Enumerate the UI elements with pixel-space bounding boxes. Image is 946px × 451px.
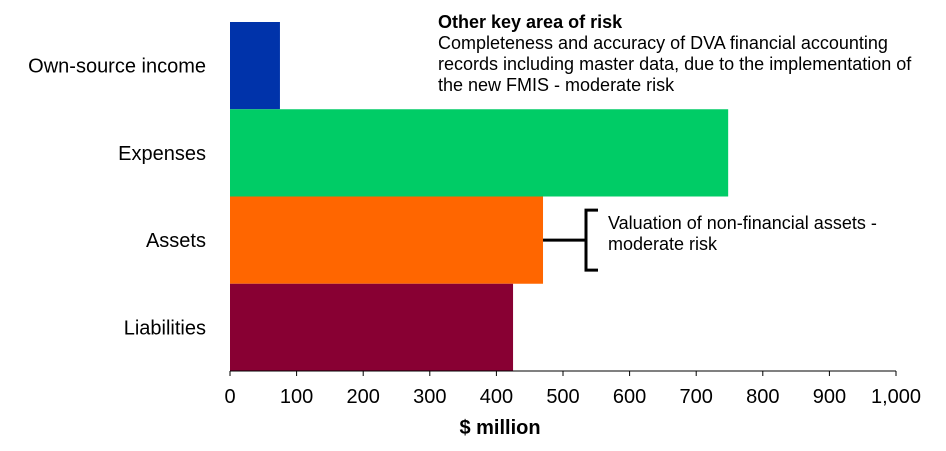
- x-tick-label: 900: [813, 386, 846, 408]
- category-label-expenses: Expenses: [118, 143, 206, 165]
- x-tick-label: 700: [680, 386, 713, 408]
- assets-bracket-path: [543, 208, 598, 272]
- x-tick-label: 1,000: [871, 386, 921, 408]
- category-label-liabilities: Liabilities: [124, 317, 206, 339]
- category-label-assets: Assets: [146, 230, 206, 252]
- bars-group: [230, 22, 729, 371]
- x-tick-label: 500: [546, 386, 579, 408]
- category-label-own-source-income: Own-source income: [28, 56, 206, 78]
- assets-bracket: [543, 208, 598, 272]
- assets-risk-note: Valuation of non-financial assets - mode…: [608, 213, 877, 254]
- x-tick-label: 800: [746, 386, 779, 408]
- x-tick-label: 200: [347, 386, 380, 408]
- x-axis-title: $ million: [459, 417, 540, 439]
- x-tick-label: 400: [480, 386, 513, 408]
- x-axis-ticks: 0 100 200 300 400 500 600 700 800 900 1,000: [224, 371, 921, 408]
- x-tick-label: 100: [280, 386, 313, 408]
- category-labels: Own-source income Expenses Assets Liabiliti…: [28, 56, 206, 340]
- bar-expenses: [230, 109, 729, 197]
- other-risk-body: Completeness and accuracy of DVA financi…: [438, 33, 912, 95]
- x-tick-label: 300: [413, 386, 446, 408]
- x-tick-label: 600: [613, 386, 646, 408]
- bar-assets: [230, 196, 544, 284]
- bar-liabilities: [230, 283, 514, 371]
- other-risk-note: Other key area of risk Completeness and …: [438, 12, 928, 96]
- other-risk-title: Other key area of risk: [438, 12, 623, 32]
- x-tick-label: 0: [224, 386, 235, 408]
- bar-own-source-income: [230, 22, 280, 110]
